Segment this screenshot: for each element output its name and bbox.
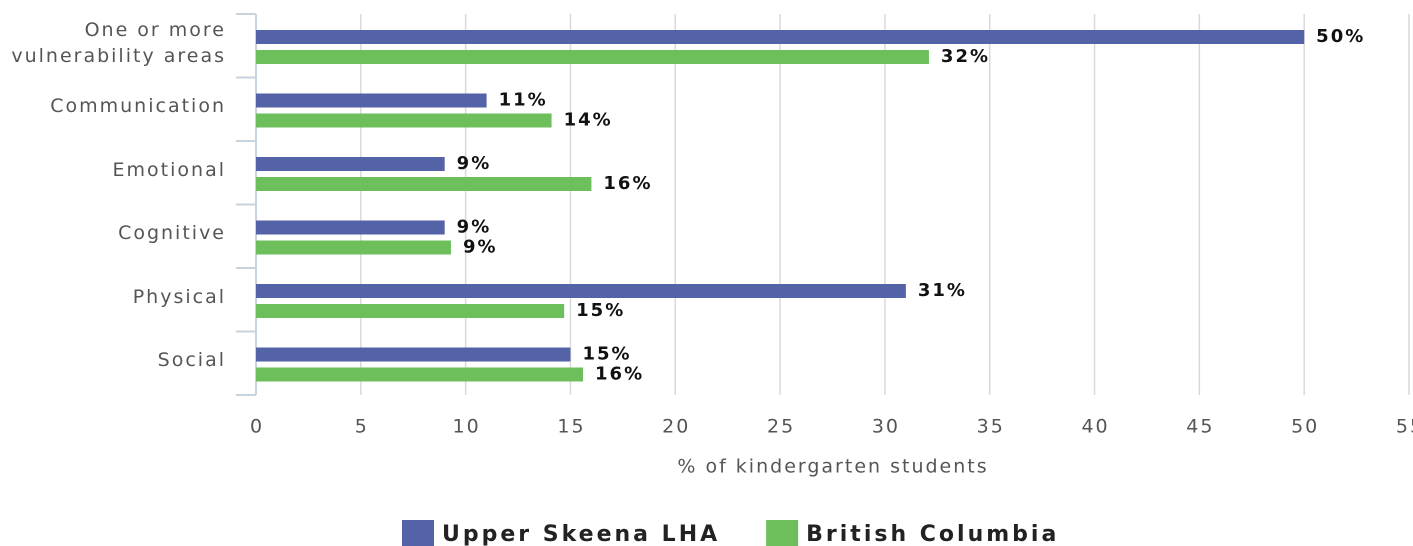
bar — [256, 113, 552, 128]
x-tick-label: 10 — [453, 416, 481, 438]
x-tick-label: 0 — [250, 416, 264, 438]
y-tick-label: One or more vulnerability areas — [11, 18, 226, 67]
data-label: 9% — [457, 217, 492, 238]
bar — [256, 304, 565, 318]
x-tick-label: 45 — [1186, 416, 1214, 438]
bar — [256, 220, 445, 235]
data-label: 11% — [499, 90, 548, 111]
bar — [256, 284, 906, 298]
legend-label: Upper Skeena LHA — [442, 522, 720, 546]
data-label: 16% — [595, 364, 644, 385]
x-tick-label: 35 — [977, 416, 1005, 438]
data-label: 15% — [576, 300, 625, 321]
data-label: 16% — [603, 173, 652, 194]
data-label: 14% — [564, 110, 613, 131]
y-tick-label: Emotional — [112, 158, 226, 181]
data-label: 50% — [1316, 26, 1365, 47]
bar — [256, 240, 451, 255]
x-tick-label: 5 — [355, 416, 369, 438]
x-tick-label: 50 — [1291, 416, 1319, 438]
legend-label: British Columbia — [806, 522, 1059, 546]
x-tick-label: 40 — [1081, 416, 1109, 438]
y-tick-label: Social — [157, 349, 226, 372]
bar — [256, 50, 929, 64]
data-label: 15% — [582, 344, 631, 365]
bar — [256, 30, 1305, 44]
bar — [256, 177, 592, 191]
x-tick-label: 20 — [662, 416, 690, 438]
x-axis-title: % of kindergarten students — [677, 456, 988, 478]
y-tick-label: Communication — [50, 95, 226, 118]
bar — [256, 367, 584, 382]
data-label: 32% — [941, 46, 990, 67]
bar — [256, 347, 571, 362]
x-tick-label: 55 — [1396, 416, 1413, 438]
bar — [256, 157, 445, 171]
data-label: 31% — [918, 280, 967, 301]
x-tick-label: 25 — [767, 416, 795, 438]
bar — [256, 93, 487, 108]
data-label: 9% — [457, 153, 492, 174]
x-tick-label: 15 — [557, 416, 585, 438]
y-tick-label: Physical — [132, 285, 226, 308]
x-tick-label: 30 — [872, 416, 900, 438]
legend-swatch — [766, 520, 799, 546]
data-label: 9% — [463, 237, 498, 258]
legend-swatch — [402, 520, 434, 546]
y-tick-label: Cognitive — [118, 222, 226, 245]
